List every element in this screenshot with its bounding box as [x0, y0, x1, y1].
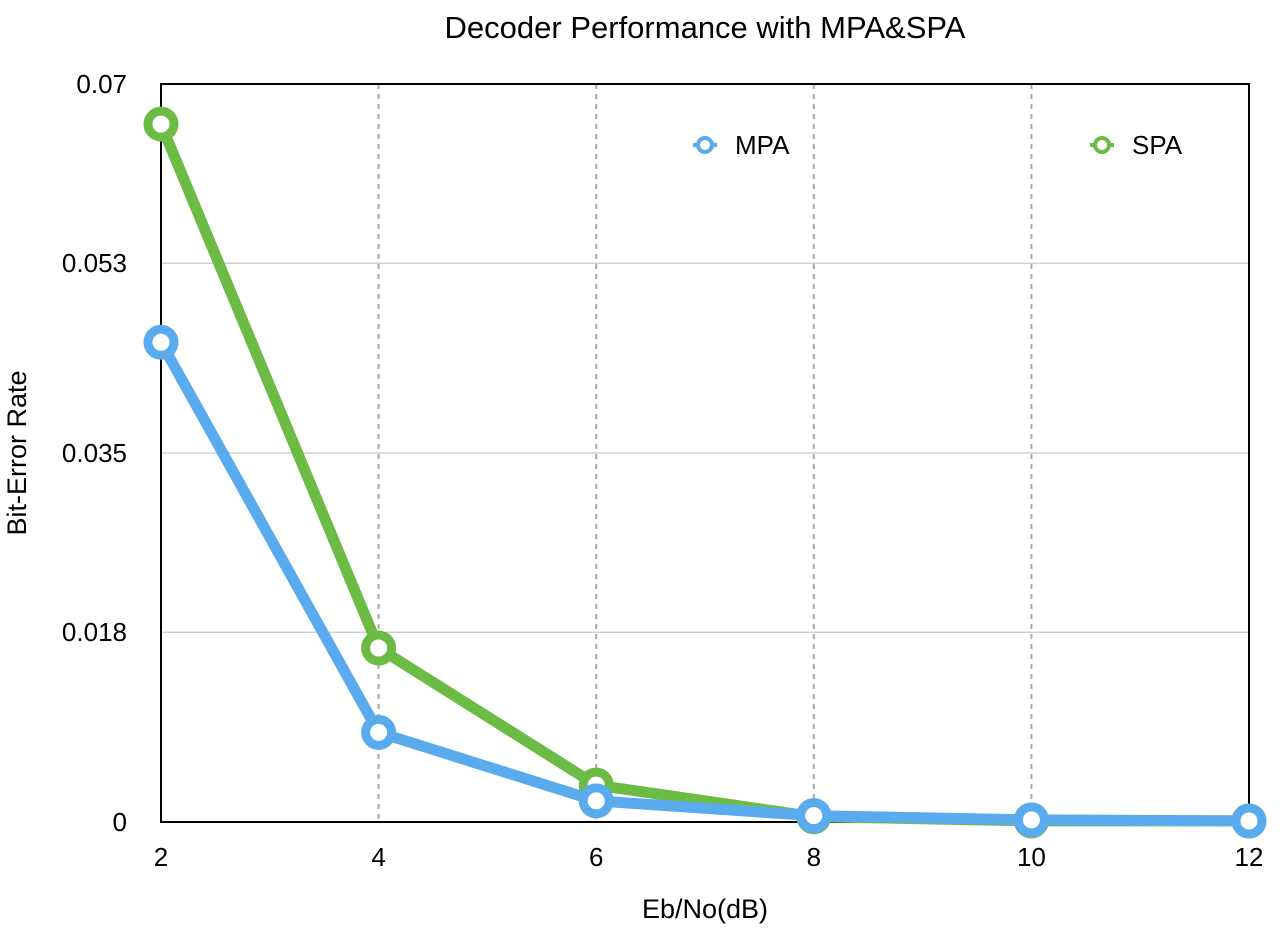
x-tick-label: 10: [1017, 842, 1046, 872]
chart-title: Decoder Performance with MPA&SPA: [445, 10, 966, 45]
grid: [161, 84, 1249, 822]
series-line-spa: [155, 118, 1255, 827]
y-tick-label: 0.035: [62, 438, 127, 468]
x-tick-labels: 2 4 6 8 10 12: [154, 842, 1264, 872]
y-tick-label: 0.07: [76, 69, 127, 99]
data-point-mpa: [1013, 802, 1049, 838]
data-point-mpa: [143, 324, 179, 360]
y-tick-labels: 0 0.018 0.035 0.053 0.07: [62, 69, 127, 837]
data-point-mpa: [578, 783, 614, 819]
legend-marker-mpa: [696, 136, 714, 154]
legend-label-mpa: MPA: [735, 130, 790, 160]
x-tick-label: 12: [1235, 842, 1264, 872]
y-axis-label: Bit-Error Rate: [2, 370, 32, 535]
legend-marker-spa: [1093, 136, 1111, 154]
y-tick-label: 0.053: [62, 248, 127, 278]
data-point-mpa: [361, 714, 397, 750]
data-point-mpa: [796, 798, 832, 834]
legend: MPA SPA: [693, 130, 1183, 160]
x-tick-label: 6: [589, 842, 603, 872]
x-tick-label: 2: [154, 842, 168, 872]
series-layer: [143, 106, 1267, 839]
legend-label-spa: SPA: [1132, 130, 1183, 160]
series-line-mpa: [155, 336, 1255, 827]
data-point-mpa: [1231, 803, 1267, 839]
y-tick-label: 0: [113, 807, 127, 837]
x-axis-label: Eb/No(dB): [642, 894, 768, 924]
x-tick-label: 4: [371, 842, 385, 872]
plot-frame: [160, 83, 1250, 823]
x-tick-label: 8: [807, 842, 821, 872]
data-point-spa: [361, 630, 397, 666]
data-point-spa: [143, 106, 179, 142]
y-tick-label: 0.018: [62, 617, 127, 647]
